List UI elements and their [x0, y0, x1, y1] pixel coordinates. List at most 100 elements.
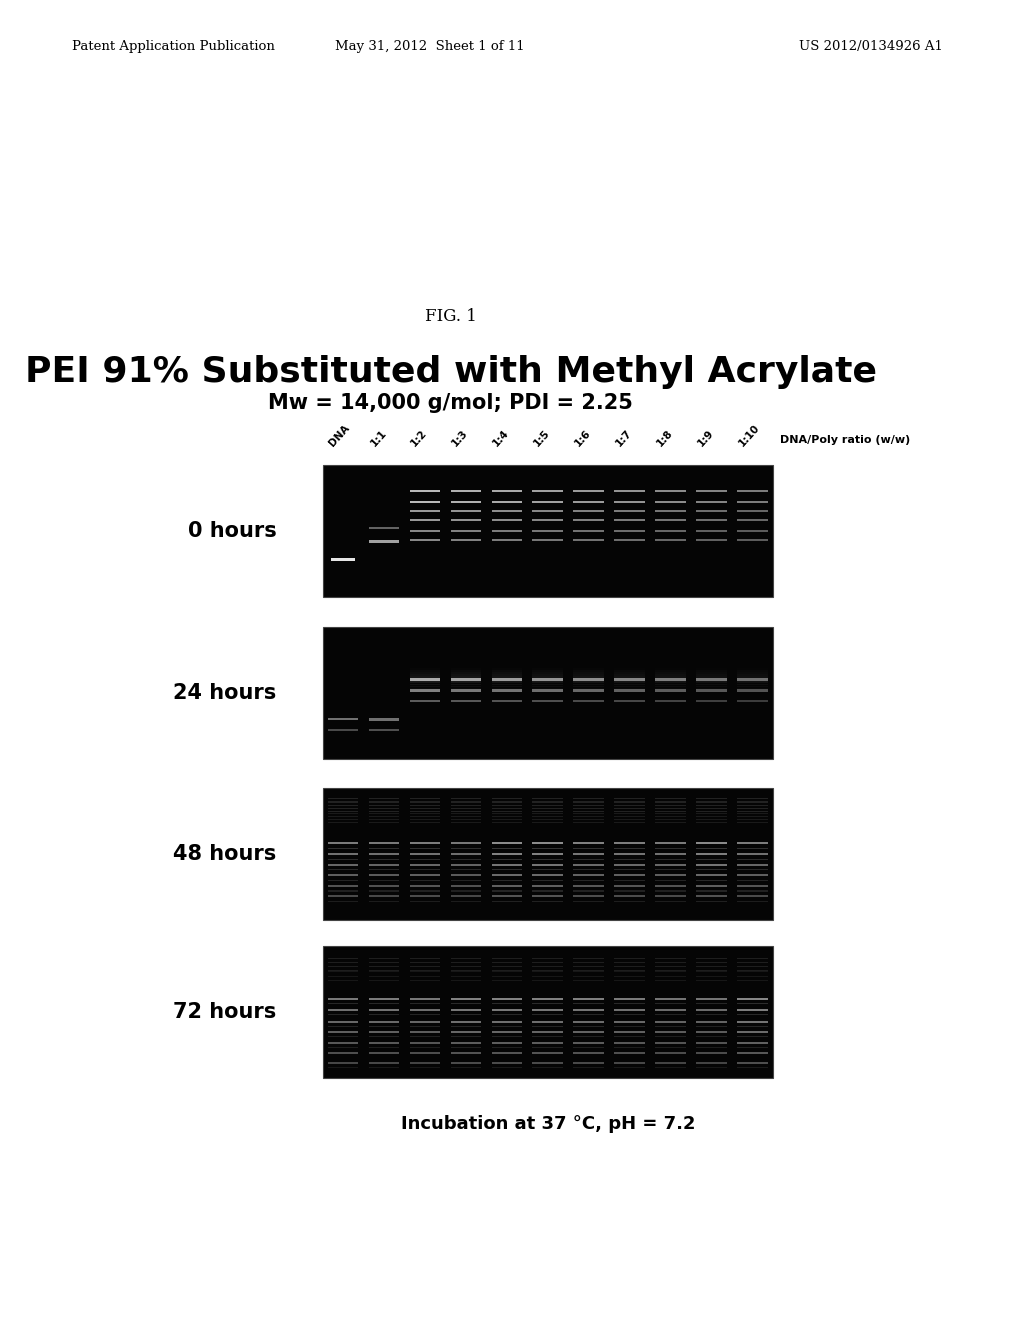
- Text: Incubation at 37 °C, pH = 7.2: Incubation at 37 °C, pH = 7.2: [400, 1115, 695, 1134]
- Bar: [737, 682, 768, 684]
- Bar: [492, 895, 522, 898]
- Bar: [328, 1041, 358, 1044]
- Bar: [737, 519, 768, 521]
- Bar: [492, 998, 522, 1001]
- Bar: [573, 842, 604, 845]
- Bar: [696, 895, 727, 898]
- Bar: [492, 1020, 522, 1023]
- Bar: [737, 680, 768, 681]
- Bar: [655, 678, 686, 680]
- Bar: [369, 540, 399, 543]
- Bar: [410, 678, 440, 680]
- Bar: [369, 527, 399, 529]
- Bar: [614, 884, 645, 887]
- Bar: [737, 672, 768, 675]
- Bar: [532, 1008, 563, 1011]
- Bar: [614, 672, 645, 675]
- Bar: [696, 961, 727, 964]
- Bar: [410, 1052, 440, 1055]
- Bar: [655, 1041, 686, 1044]
- Bar: [328, 804, 358, 805]
- Bar: [532, 808, 563, 809]
- Bar: [451, 689, 481, 692]
- Bar: [532, 676, 563, 677]
- Bar: [492, 500, 522, 503]
- Bar: [573, 539, 604, 541]
- Bar: [614, 685, 645, 688]
- Bar: [655, 684, 686, 685]
- Bar: [655, 895, 686, 898]
- Bar: [451, 842, 481, 845]
- Bar: [532, 680, 563, 681]
- Bar: [573, 684, 604, 685]
- Bar: [328, 842, 358, 845]
- Bar: [614, 500, 645, 503]
- Bar: [696, 804, 727, 805]
- Bar: [410, 804, 440, 805]
- Bar: [696, 675, 727, 676]
- Bar: [655, 689, 686, 692]
- Bar: [492, 689, 522, 692]
- Bar: [369, 1031, 399, 1034]
- Bar: [492, 884, 522, 887]
- Bar: [696, 1008, 727, 1011]
- Bar: [737, 1052, 768, 1055]
- Text: DNA: DNA: [328, 424, 352, 449]
- Bar: [451, 675, 481, 676]
- Bar: [410, 680, 440, 681]
- Bar: [532, 863, 563, 866]
- Bar: [696, 689, 727, 692]
- Text: 0 hours: 0 hours: [187, 520, 276, 541]
- Bar: [655, 689, 686, 692]
- Bar: [696, 685, 727, 688]
- Bar: [614, 510, 645, 512]
- Bar: [451, 969, 481, 972]
- Bar: [655, 678, 686, 681]
- Bar: [532, 842, 563, 845]
- Bar: [696, 490, 727, 492]
- Bar: [451, 1052, 481, 1055]
- Bar: [655, 675, 686, 676]
- Bar: [573, 804, 604, 805]
- Bar: [532, 688, 563, 689]
- Bar: [737, 678, 768, 680]
- Bar: [737, 500, 768, 503]
- Bar: [451, 895, 481, 898]
- Bar: [492, 689, 522, 692]
- Bar: [655, 700, 686, 702]
- Bar: [492, 961, 522, 964]
- Bar: [573, 1031, 604, 1034]
- Text: DNA/Poly ratio (w/w): DNA/Poly ratio (w/w): [780, 434, 910, 445]
- Bar: [655, 529, 686, 532]
- Bar: [737, 700, 768, 702]
- Bar: [614, 675, 645, 676]
- Bar: [696, 801, 727, 803]
- Bar: [696, 1061, 727, 1064]
- Bar: [492, 1031, 522, 1034]
- Bar: [737, 1031, 768, 1034]
- Bar: [492, 668, 522, 671]
- Bar: [451, 1008, 481, 1011]
- Bar: [614, 842, 645, 845]
- Bar: [369, 808, 399, 809]
- Bar: [410, 519, 440, 521]
- Bar: [573, 678, 604, 680]
- Bar: [492, 684, 522, 685]
- Bar: [410, 688, 440, 689]
- Text: FIG. 1: FIG. 1: [425, 309, 476, 325]
- Bar: [369, 1061, 399, 1064]
- Bar: [532, 678, 563, 680]
- Bar: [696, 539, 727, 541]
- Bar: [328, 801, 358, 803]
- Bar: [737, 689, 768, 692]
- Bar: [696, 808, 727, 809]
- Bar: [737, 675, 768, 676]
- Bar: [410, 689, 440, 692]
- Bar: [573, 884, 604, 887]
- Bar: [532, 685, 563, 688]
- Bar: [410, 682, 440, 684]
- Bar: [410, 961, 440, 964]
- Bar: [737, 884, 768, 887]
- Bar: [492, 676, 522, 677]
- Bar: [655, 688, 686, 689]
